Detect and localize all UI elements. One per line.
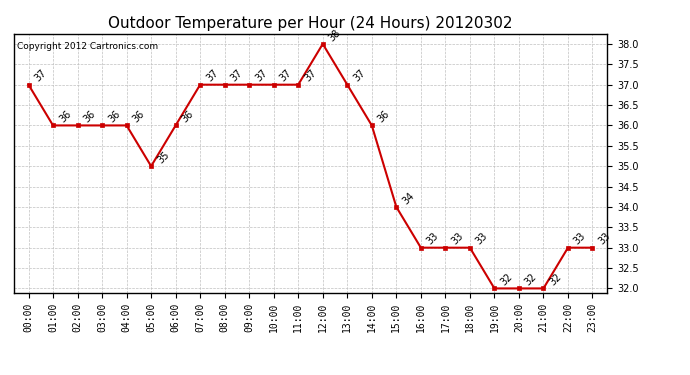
Text: 34: 34 (400, 190, 416, 206)
Text: 32: 32 (523, 272, 539, 288)
Text: 36: 36 (131, 109, 146, 124)
Text: 32: 32 (548, 272, 564, 288)
Text: 33: 33 (572, 231, 588, 247)
Text: 38: 38 (327, 27, 343, 43)
Text: 33: 33 (425, 231, 441, 247)
Text: 37: 37 (278, 68, 294, 84)
Title: Outdoor Temperature per Hour (24 Hours) 20120302: Outdoor Temperature per Hour (24 Hours) … (108, 16, 513, 31)
Text: 37: 37 (351, 68, 367, 84)
Text: 36: 36 (376, 109, 392, 124)
Text: 36: 36 (106, 109, 122, 124)
Text: 37: 37 (229, 68, 245, 84)
Text: Copyright 2012 Cartronics.com: Copyright 2012 Cartronics.com (17, 42, 158, 51)
Text: 33: 33 (449, 231, 465, 247)
Text: 37: 37 (302, 68, 318, 84)
Text: 36: 36 (81, 109, 97, 124)
Text: 37: 37 (32, 68, 48, 84)
Text: 33: 33 (597, 231, 613, 247)
Text: 36: 36 (180, 109, 195, 124)
Text: 35: 35 (155, 150, 171, 165)
Text: 33: 33 (474, 231, 490, 247)
Text: 32: 32 (499, 272, 514, 288)
Text: 36: 36 (57, 109, 73, 124)
Text: 37: 37 (253, 68, 269, 84)
Text: 37: 37 (204, 68, 220, 84)
